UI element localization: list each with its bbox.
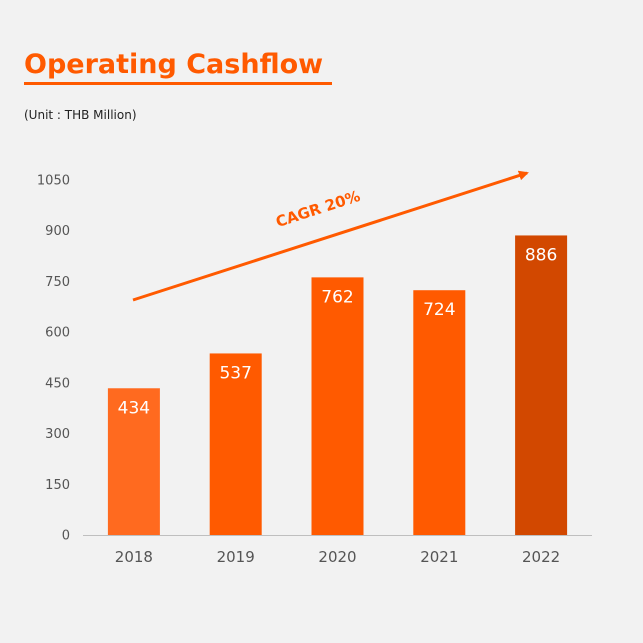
x-axis-labels: 2018 2019 2020 2021 2022: [115, 548, 560, 566]
bar-value-label: 537: [219, 363, 251, 383]
y-tick-label: 0: [62, 529, 70, 544]
x-tick-label: 2019: [217, 548, 255, 566]
x-tick-label: 2018: [115, 548, 153, 566]
bar-2019: [209, 353, 262, 535]
y-tick-label: 750: [45, 275, 70, 290]
unit-subtitle: (Unit : THB Million): [24, 108, 137, 122]
bar-2022: [515, 235, 568, 535]
page-title: Operating Cashflow: [24, 49, 324, 80]
y-tick-label: 600: [45, 326, 70, 341]
bar-2020: [311, 277, 364, 535]
title-underline: [24, 82, 332, 85]
bar-2018: [107, 388, 160, 535]
bar-value-label: 724: [423, 300, 455, 320]
bar-value-label: 886: [525, 245, 557, 265]
y-axis-labels: 0 150 300 450 600 750 900 1050: [37, 174, 70, 544]
y-tick-label: 150: [45, 478, 70, 493]
y-tick-label: 900: [45, 224, 70, 239]
y-tick-label: 300: [45, 427, 70, 442]
x-tick-label: 2022: [522, 548, 560, 566]
bars: 434 537 762 724 886: [107, 235, 568, 535]
bar-2021: [413, 290, 466, 535]
y-tick-label: 450: [45, 376, 70, 391]
bar-value-label: 762: [321, 287, 353, 307]
cagr-label: CAGR 20%: [274, 187, 363, 231]
x-tick-label: 2020: [318, 548, 356, 566]
bar-value-label: 434: [118, 398, 150, 418]
cagr-arrow: [132, 170, 529, 302]
y-tick-label: 1050: [37, 174, 70, 189]
x-tick-label: 2021: [420, 548, 458, 566]
